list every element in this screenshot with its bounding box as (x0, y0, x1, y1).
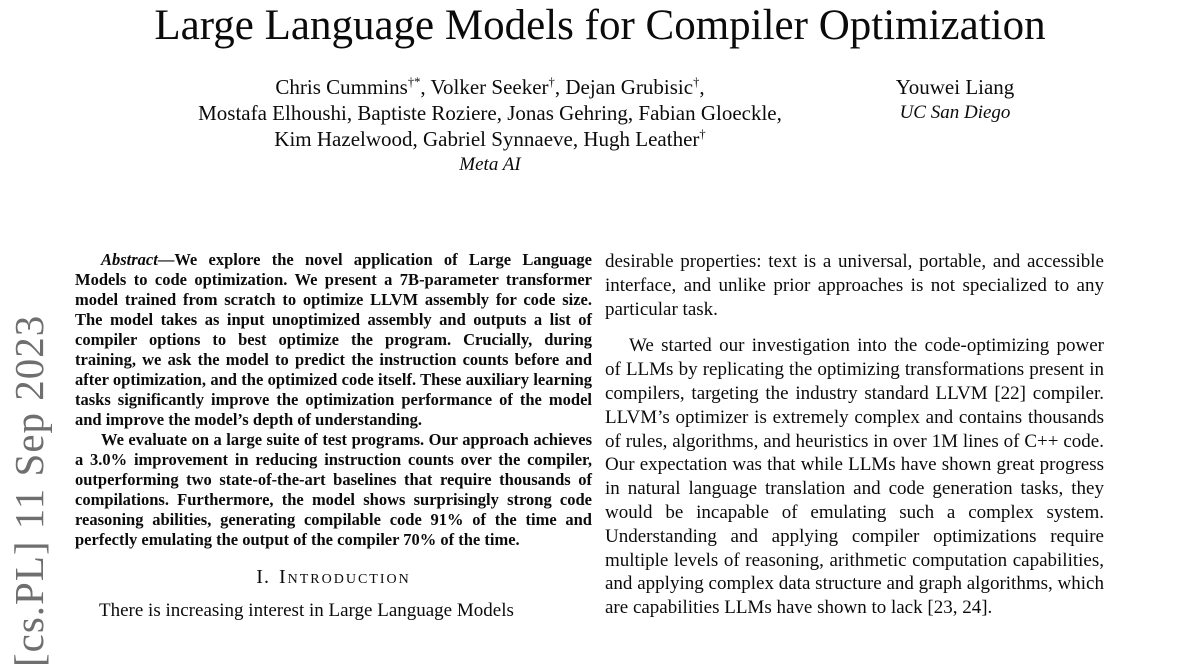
right-paragraph-1: desirable properties: text is a universa… (605, 251, 1104, 320)
abstract-label: Abstract (101, 250, 158, 269)
author-group-meta: Chris Cummins†*, Volker Seeker†, Dejan G… (130, 74, 850, 178)
author-superscript: † (693, 75, 700, 89)
right-column: desirable properties: text is a universa… (605, 250, 1104, 623)
arxiv-stamp-text: [cs.PL] 11 Sep 2023 (6, 314, 52, 667)
left-column: Abstract—We explore the novel applicatio… (75, 250, 592, 623)
author-line: Kim Hazelwood, Gabriel Synnaeve, Hugh Le… (130, 126, 850, 152)
author-name-text: Kim Hazelwood, Gabriel Synnaeve, Hugh Le… (274, 127, 700, 151)
abstract-text: We explore the novel application of Larg… (75, 250, 592, 429)
affiliation-uc-san-diego: UC San Diego (899, 102, 1011, 123)
author-name-text: , Dejan Grubisic (554, 75, 694, 99)
author-name-text: Chris Cummins (275, 75, 408, 99)
author-lines: Chris Cummins†*, Volker Seeker†, Dejan G… (130, 74, 850, 152)
author-line: Mostafa Elhoushi, Baptiste Roziere, Jona… (130, 100, 850, 126)
affiliation-meta-ai: Meta AI (459, 154, 521, 175)
abstract-dash: — (157, 250, 175, 269)
paper-title: Large Language Models for Compiler Optim… (154, 2, 1046, 49)
section-heading-introduction: I. Introduction (75, 566, 592, 589)
section-number: I. (256, 566, 270, 588)
author-name-text: Mostafa Elhoushi, Baptiste Roziere, Jona… (198, 101, 782, 125)
section-title: Introduction (278, 566, 411, 588)
author-superscript: † (548, 75, 555, 89)
abstract-paragraph-2: We evaluate on a large suite of test pro… (75, 430, 592, 549)
author-name-text: , Volker Seeker (420, 75, 549, 99)
right-paragraph-2: We started our investigation into the co… (605, 335, 1104, 619)
author-line: Chris Cummins†*, Volker Seeker†, Dejan G… (130, 74, 850, 100)
author-superscript: †* (407, 75, 421, 89)
author-name-text: , (699, 75, 705, 99)
author-superscript: † (699, 127, 706, 141)
author-name-youwei-liang: Youwei Liang (895, 75, 1015, 99)
author-group-ucsd: Youwei Liang UC San Diego (860, 74, 1050, 126)
paper-page: { "arxiv_stamp": { "text": "[cs.PL] 11 S… (6, 2, 1104, 667)
abstract-paragraph-1: Abstract—We explore the novel applicatio… (75, 250, 592, 430)
two-column-body: Abstract—We explore the novel applicatio… (75, 250, 1104, 623)
intro-first-paragraph: There is increasing interest in Large La… (99, 600, 514, 621)
